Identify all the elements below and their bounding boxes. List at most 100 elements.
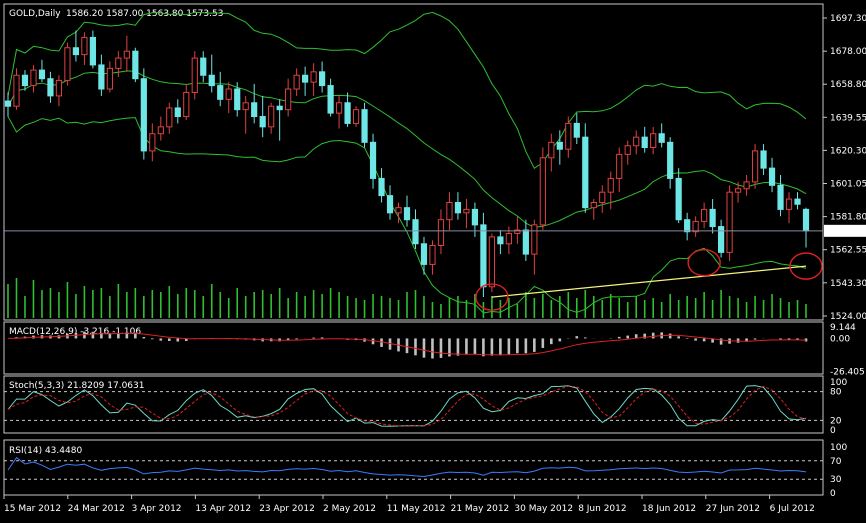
candle-body <box>183 91 190 118</box>
x-tick-label: 15 Mar 2012 <box>4 504 61 514</box>
candle-body <box>335 102 343 114</box>
candle-body <box>505 232 512 245</box>
candle-body <box>522 229 529 255</box>
price-y-tick-label: 1697.30 <box>830 14 866 24</box>
x-tick-label: 2 May 2012 <box>323 504 376 514</box>
price-y-tick-label: 1620.30 <box>830 146 866 156</box>
candle-body <box>777 184 784 210</box>
price-panel-frame <box>3 3 824 321</box>
rsi-y-tick-label: 0 <box>830 489 836 499</box>
candle-body <box>276 105 283 111</box>
candle-body <box>208 74 215 87</box>
x-tick-label: 11 May 2012 <box>387 504 446 514</box>
candle-body <box>251 102 258 118</box>
candle-body <box>395 207 402 214</box>
macd-y-tick-label: 9.144 <box>830 323 856 333</box>
candle-body <box>412 219 419 245</box>
candle-body <box>140 78 147 152</box>
candle-body <box>624 145 631 155</box>
candle-body <box>726 191 733 253</box>
price-y-tick-label: 1543.30 <box>830 279 866 289</box>
candle-body <box>55 79 63 97</box>
price-panel-title: GOLD,Daily <box>9 9 61 19</box>
candle-body <box>259 116 266 128</box>
candle-body <box>200 57 207 76</box>
candle-body <box>633 136 640 147</box>
candle-body <box>302 74 309 83</box>
candle-body <box>149 133 156 152</box>
support-trend-line <box>491 265 807 298</box>
candle-body <box>514 229 521 234</box>
candle-body <box>242 102 249 111</box>
rsi-y-tick-label: 30 <box>830 475 842 485</box>
x-tick-label: 21 May 2012 <box>451 504 510 514</box>
stoch-panel-frame <box>3 375 824 434</box>
candle-body <box>64 47 71 81</box>
stoch-y-tick-label: 80 <box>830 388 842 398</box>
candle-body <box>650 133 657 148</box>
candle-body <box>437 219 445 246</box>
candle-body <box>132 50 139 80</box>
stoch-panel-label: Stoch(5,3,3) 21.8209 17.0631 <box>9 381 144 391</box>
candle-body <box>590 202 597 209</box>
candle-body <box>319 71 326 87</box>
candle-body <box>548 141 555 159</box>
candle-body <box>582 136 589 209</box>
x-tick-label: 6 Jul 2012 <box>770 504 815 514</box>
candle-body <box>734 188 742 193</box>
candle-body <box>802 208 810 232</box>
x-tick-label: 30 May 2012 <box>514 504 573 514</box>
price-y-tick-label: 1601.05 <box>830 180 866 190</box>
rsi-series-layer: 100 70 30 0 <box>4 443 847 499</box>
price-y-tick-label: 1678.00 <box>830 47 866 57</box>
candle-body <box>344 102 351 124</box>
candle-body <box>675 177 682 221</box>
price-y-tick-label: 1639.55 <box>830 113 866 123</box>
candle-body <box>123 50 130 59</box>
candle-body <box>488 236 495 288</box>
candle-body <box>531 224 538 255</box>
axis-labels-layer: 1697.30 1678.00 1658.80 1639.55 1620.30 1601.… <box>3 14 866 514</box>
x-tick-label: 27 Jun 2012 <box>706 504 760 514</box>
candle-body <box>174 107 181 118</box>
rsi-panel-label: RSI(14) 43.4480 <box>9 446 82 456</box>
candle-body <box>268 105 275 128</box>
candle-body <box>378 177 385 197</box>
highlight-circle <box>789 252 823 280</box>
candle-body <box>13 74 20 107</box>
candle-body <box>658 133 665 143</box>
x-tick-label: 8 Jun 2012 <box>578 504 626 514</box>
highlight-circle <box>475 283 509 311</box>
candle-body <box>293 74 300 90</box>
candle-body <box>751 150 759 183</box>
candle-body <box>480 224 487 288</box>
candle-body <box>692 220 699 233</box>
candle-body <box>98 64 105 90</box>
candle-body <box>556 141 563 150</box>
stoch-d-line <box>7 385 807 427</box>
candle-body <box>4 100 12 107</box>
candle-body <box>21 74 29 87</box>
candle-body <box>369 141 377 179</box>
stoch-k-line <box>7 385 807 427</box>
macd-y-tick-label: 0.00 <box>830 334 850 344</box>
candle-body <box>616 153 623 179</box>
current-price-label: 1573.53 <box>828 227 865 237</box>
x-tick-label: 18 Jun 2012 <box>642 504 696 514</box>
candle-body <box>30 69 37 87</box>
highlight-circle <box>687 248 721 277</box>
price-y-tick-label: 1658.80 <box>830 80 866 90</box>
candle-body <box>768 167 776 186</box>
candle-body <box>794 198 801 205</box>
candle-body <box>47 78 54 97</box>
candle-body <box>166 107 173 128</box>
candle-body <box>386 195 394 214</box>
candle-body <box>234 88 241 111</box>
candle-body <box>403 207 411 221</box>
candle-body <box>429 244 436 265</box>
stoch-y-tick-label: 20 <box>830 416 842 426</box>
price-y-tick-label: 1581.80 <box>830 213 866 223</box>
